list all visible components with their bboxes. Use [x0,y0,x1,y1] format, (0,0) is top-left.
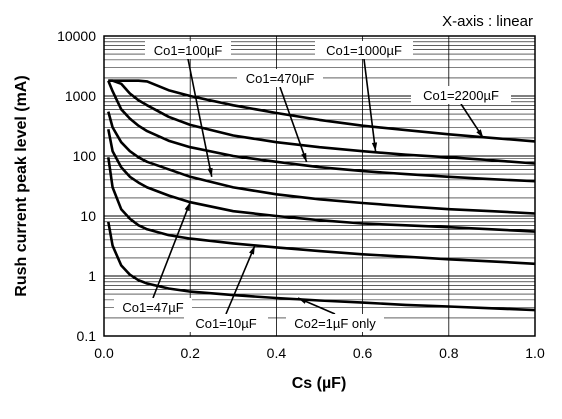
x-axis-note: X-axis : linear [442,13,533,30]
annotation-box [184,314,268,332]
annotation-label: Co1=10µF [195,316,256,331]
annotation-box [286,314,384,332]
x-axis-title: Cs (µF) [292,375,347,392]
annotation-box [114,298,192,316]
annotation-arrowhead [476,129,484,138]
annotation-arrow [363,58,377,152]
annotation-label: Co1=47µF [122,300,183,315]
annotation-arrowhead [371,142,378,152]
x-tick-label: 1.0 [525,345,545,361]
y-tick-labels: 0.1 1 10 100 1000 10000 [57,28,96,344]
series-line-5 [107,157,536,266]
x-tick-label: 0.4 [267,345,287,361]
annotation-arrow [225,245,256,315]
annotation-label: Co1=2200µF [423,88,499,103]
series-line-6 [107,221,536,312]
x-tick-label: 0.2 [180,345,200,361]
annotation-arrowhead [184,202,191,212]
plot-frame [103,35,536,337]
x-tick-labels: 0.0 0.2 0.4 0.6 0.8 1.0 [94,345,545,361]
x-tick-label: 0.0 [94,345,114,361]
annotation-box [237,69,323,87]
annotation-box [411,86,511,104]
series-line-0 [108,79,536,143]
annotation-arrowhead [207,167,213,177]
x-tick-label: 0.6 [353,345,373,361]
annotation-box [315,41,413,59]
annotation-arrow [152,201,191,299]
series-line-3 [107,111,536,215]
y-tick-label: 1 [88,268,96,284]
y-axis-title: Rush current peak level (mA) [13,75,30,296]
annotations: Co1=100µF Co1=1000µF Co1=470µF Co1=2200µF Co… [114,41,511,332]
y-tick-label: 0.1 [77,328,97,344]
annotation-arrowhead [301,152,307,162]
series-line-1 [108,79,536,165]
y-tick-label: 100 [73,148,97,164]
annotation-arrow [279,86,308,163]
annotation-label: Co2=1µF only [294,316,376,331]
annotation-box [145,41,231,59]
annotation-label: Co1=470µF [246,71,315,86]
x-tick-label: 0.8 [439,345,459,361]
y-tick-label: 10 [80,208,96,224]
annotation-arrowhead [297,297,307,304]
series-line-2 [107,80,536,183]
series-line-4 [107,128,536,233]
series-lines [107,79,536,312]
annotation-label: Co1=1000µF [326,43,402,58]
annotation-label: Co1=100µF [154,43,223,58]
y-tick-label: 1000 [65,88,96,104]
annotation-arrowhead [249,245,255,255]
y-tick-label: 10000 [57,28,96,44]
annotation-arrow [187,58,213,177]
